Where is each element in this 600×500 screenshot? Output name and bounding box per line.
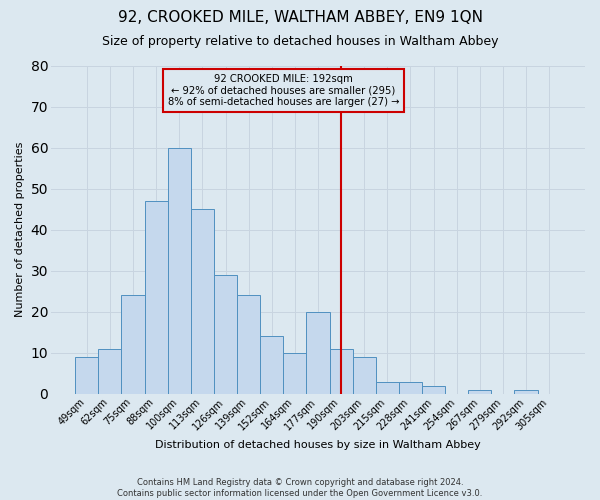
Text: Contains HM Land Registry data © Crown copyright and database right 2024.
Contai: Contains HM Land Registry data © Crown c… bbox=[118, 478, 482, 498]
Bar bbox=[75, 357, 98, 394]
Y-axis label: Number of detached properties: Number of detached properties bbox=[15, 142, 25, 318]
Bar bbox=[514, 390, 538, 394]
Bar bbox=[191, 209, 214, 394]
Bar bbox=[307, 312, 329, 394]
Bar bbox=[283, 353, 307, 394]
Bar bbox=[353, 357, 376, 394]
Text: Size of property relative to detached houses in Waltham Abbey: Size of property relative to detached ho… bbox=[102, 35, 498, 48]
Bar bbox=[145, 201, 168, 394]
X-axis label: Distribution of detached houses by size in Waltham Abbey: Distribution of detached houses by size … bbox=[155, 440, 481, 450]
Bar bbox=[376, 382, 399, 394]
Bar bbox=[260, 336, 283, 394]
Bar bbox=[98, 349, 121, 394]
Bar bbox=[329, 349, 353, 394]
Bar bbox=[422, 386, 445, 394]
Text: 92, CROOKED MILE, WALTHAM ABBEY, EN9 1QN: 92, CROOKED MILE, WALTHAM ABBEY, EN9 1QN bbox=[118, 10, 482, 25]
Bar bbox=[214, 275, 237, 394]
Bar bbox=[237, 296, 260, 394]
Bar bbox=[468, 390, 491, 394]
Text: 92 CROOKED MILE: 192sqm
← 92% of detached houses are smaller (295)
8% of semi-de: 92 CROOKED MILE: 192sqm ← 92% of detache… bbox=[167, 74, 399, 107]
Bar bbox=[121, 296, 145, 394]
Bar bbox=[168, 148, 191, 394]
Bar bbox=[399, 382, 422, 394]
